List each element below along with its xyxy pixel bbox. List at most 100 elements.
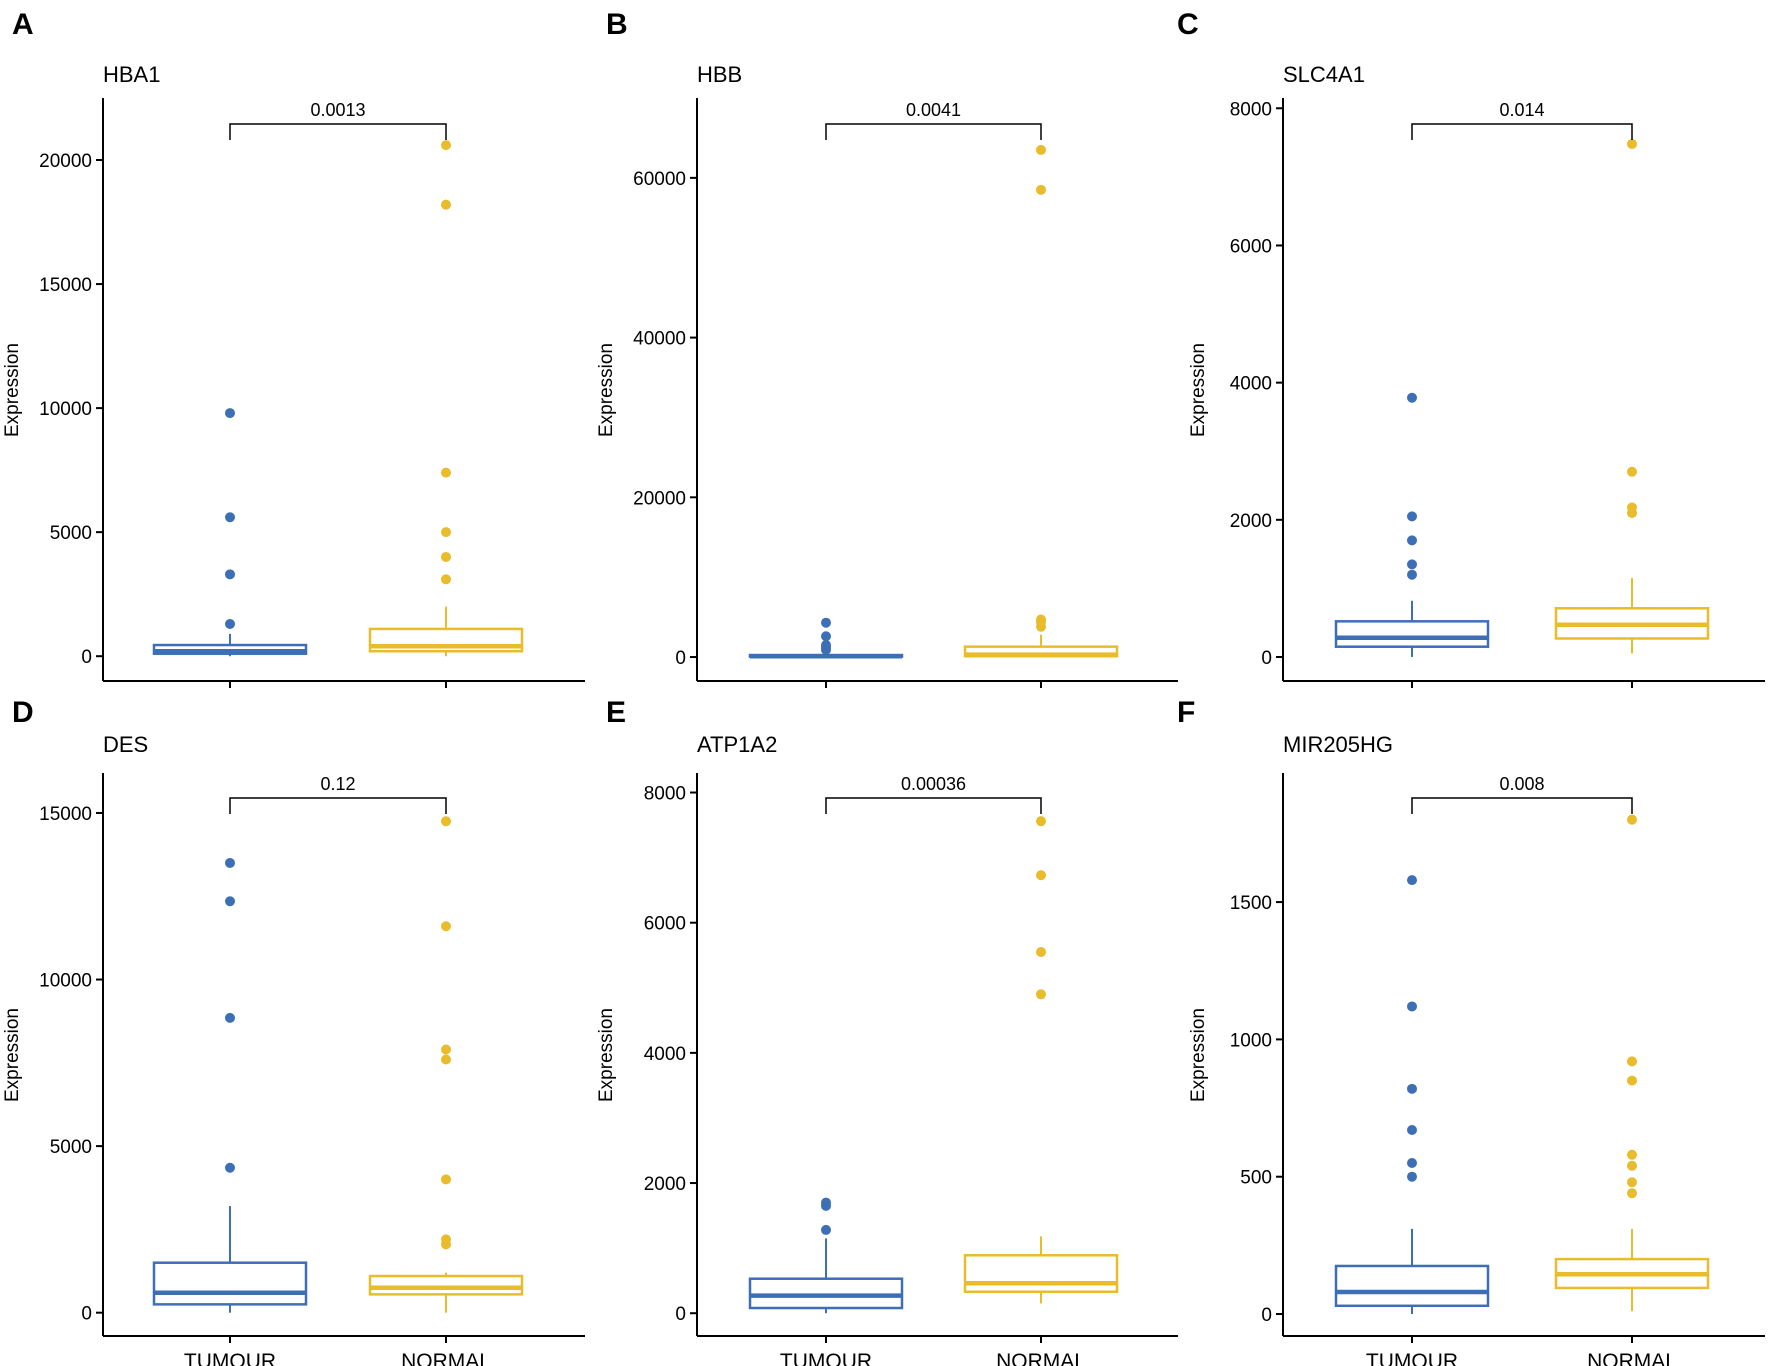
outlier-point [441, 1234, 451, 1245]
outlier-point [1627, 1188, 1637, 1199]
box-normal [1554, 138, 1710, 654]
outlier-point [441, 551, 451, 562]
outlier-point [821, 1197, 831, 1208]
p-value-label: 0.0041 [906, 100, 961, 120]
outlier-point [1627, 138, 1637, 149]
significance-bracket [1411, 797, 1633, 814]
x-category-label: NORMAL [401, 1350, 491, 1366]
outlier-point [1627, 1149, 1637, 1160]
y-tick-label: 0 [1261, 1305, 1272, 1326]
x-category-label: NORMAL [996, 1350, 1086, 1366]
y-axis-title: Expression [2, 343, 23, 437]
outlier-point [441, 527, 451, 538]
y-tick-label: 15000 [39, 275, 92, 296]
outlier-point [821, 617, 831, 628]
panel-d: D DES Expression 0 5000 10000 15000 TUMOUR NORMA… [2, 696, 585, 1366]
panel-letter: D [12, 696, 34, 729]
x-category-label: TUMOUR [184, 1350, 276, 1366]
significance-bracket [1411, 123, 1633, 140]
outlier-point [1036, 614, 1046, 625]
outlier-point [1036, 184, 1046, 195]
significance-bracket [229, 797, 447, 814]
y-tick-label: 2000 [1230, 511, 1272, 532]
gene-title: MIR205HG [1283, 732, 1393, 757]
y-tick-label: 4000 [1230, 374, 1272, 395]
outlier-point [441, 921, 451, 932]
box-tumour [748, 1197, 904, 1314]
outlier-point [1627, 1075, 1637, 1086]
y-tick-label: 0 [81, 647, 92, 668]
panel-letter: F [1177, 696, 1195, 729]
outlier-point [1407, 1083, 1417, 1094]
panel-letter: B [606, 8, 628, 41]
outlier-point [1407, 875, 1417, 886]
y-tick-label: 1000 [1230, 1030, 1272, 1051]
box-tumour [748, 617, 904, 659]
panel-a: A HBA1 Expression 0 5000 10000 15000 20000 0.001… [2, 8, 585, 688]
gene-title: ATP1A2 [697, 732, 777, 757]
y-tick-label: 0 [81, 1304, 92, 1325]
y-axis-title: Expression [596, 1008, 617, 1102]
outlier-point [1407, 569, 1417, 580]
outlier-point [1627, 502, 1637, 513]
outlier-point [1036, 816, 1046, 827]
outlier-point [1407, 1001, 1417, 1012]
y-tick-label: 20000 [633, 488, 686, 509]
p-value-label: 0.0013 [310, 100, 365, 120]
panel-letter: E [606, 696, 626, 729]
outlier-point [441, 1174, 451, 1185]
y-axis-title: Expression [596, 343, 617, 437]
outlier-point [225, 1162, 235, 1173]
y-tick-label: 0 [1261, 648, 1272, 669]
p-value-label: 0.12 [320, 774, 355, 794]
interquartile-box [152, 1261, 308, 1306]
y-axis-title: Expression [1188, 1008, 1209, 1102]
y-tick-label: 4000 [644, 1044, 686, 1065]
outlier-point [1627, 1160, 1637, 1171]
y-tick-label: 5000 [50, 1137, 92, 1158]
significance-bracket [825, 123, 1042, 140]
outlier-point [225, 569, 235, 580]
outlier-point [1627, 1177, 1637, 1188]
panel-letter: C [1177, 8, 1199, 41]
y-tick-label: 8000 [1230, 99, 1272, 120]
outlier-point [225, 1012, 235, 1023]
panel-c: C SLC4A1 Expression 0 2000 4000 6000 8000 0.014 [1177, 8, 1765, 688]
y-tick-label: 8000 [644, 784, 686, 805]
outlier-point [1407, 392, 1417, 403]
outlier-point [1407, 511, 1417, 522]
box-tumour [1334, 392, 1490, 657]
outlier-point [225, 618, 235, 629]
box-tumour [1334, 875, 1490, 1315]
y-tick-label: 6000 [1230, 236, 1272, 257]
y-axis-title: Expression [1188, 343, 1209, 437]
box-normal [963, 816, 1119, 1304]
interquartile-box [1334, 1264, 1490, 1308]
p-value-label: 0.00036 [901, 774, 966, 794]
y-tick-label: 1500 [1230, 893, 1272, 914]
interquartile-box [1334, 620, 1490, 648]
gene-title: DES [103, 732, 148, 757]
outlier-point [225, 896, 235, 907]
y-tick-label: 10000 [39, 399, 92, 420]
outlier-point [1627, 1056, 1637, 1067]
interquartile-box [963, 1254, 1119, 1293]
outlier-point [1407, 1171, 1417, 1182]
p-value-label: 0.014 [1499, 100, 1544, 120]
outlier-point [441, 140, 451, 151]
y-tick-label: 10000 [39, 971, 92, 992]
outlier-point [441, 1054, 451, 1065]
interquartile-box [368, 627, 524, 653]
outlier-point [225, 857, 235, 868]
box-tumour [152, 857, 308, 1313]
outlier-point [225, 408, 235, 419]
y-axis-title: Expression [2, 1008, 23, 1102]
y-tick-label: 20000 [39, 151, 92, 172]
interquartile-box [748, 1277, 904, 1310]
panel-b: B HBB Expression 0 20000 40000 60000 0.0041 [596, 8, 1178, 688]
panel-letter: A [12, 8, 34, 41]
x-category-label: NORMAL [1587, 1350, 1677, 1366]
outlier-point [1627, 814, 1637, 825]
box-tumour [152, 408, 308, 657]
x-category-label: TUMOUR [1366, 1350, 1458, 1366]
